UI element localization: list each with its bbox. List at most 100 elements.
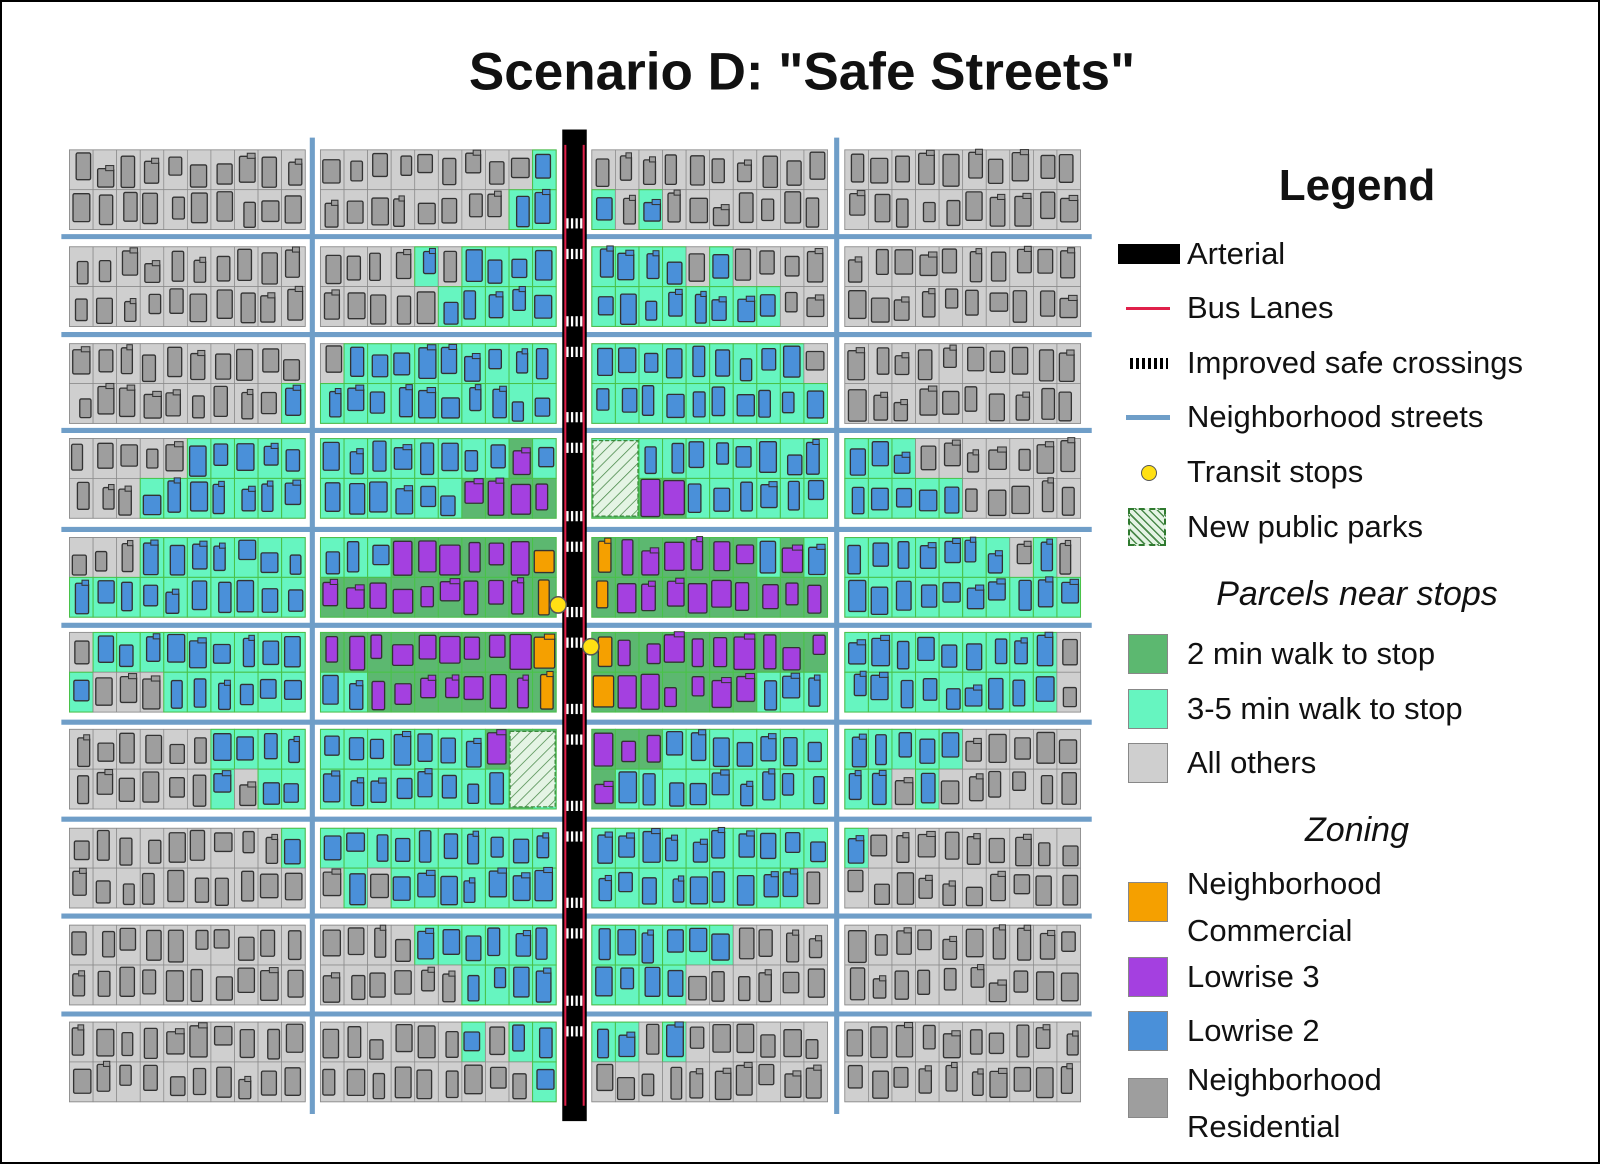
building — [969, 251, 983, 283]
building — [465, 740, 482, 768]
building — [925, 874, 933, 881]
building — [75, 152, 92, 181]
building — [854, 770, 862, 777]
building — [626, 1031, 636, 1038]
building — [942, 581, 961, 603]
building — [510, 157, 530, 179]
building — [535, 927, 548, 960]
building — [354, 584, 365, 591]
safe-crossing — [580, 511, 583, 522]
building — [261, 156, 278, 188]
building — [809, 151, 826, 180]
building — [189, 164, 208, 188]
building — [142, 678, 161, 710]
building — [322, 441, 340, 471]
building — [260, 552, 279, 574]
building — [94, 550, 108, 572]
building — [418, 389, 437, 419]
building — [398, 387, 413, 418]
building — [812, 776, 825, 805]
building — [239, 1028, 255, 1059]
building — [96, 771, 114, 795]
building — [1058, 153, 1074, 183]
building — [424, 768, 433, 775]
building — [641, 877, 657, 905]
building — [497, 867, 507, 874]
building — [952, 537, 961, 544]
building — [119, 732, 135, 764]
building — [988, 733, 1007, 764]
building — [712, 254, 730, 279]
block — [69, 343, 306, 424]
safe-crossing — [580, 218, 583, 229]
building — [1013, 874, 1031, 895]
building — [393, 447, 413, 470]
building — [692, 841, 709, 863]
building — [813, 1064, 822, 1071]
safe-crossing — [580, 248, 583, 260]
building — [348, 482, 366, 515]
legend-label: All others — [1187, 745, 1317, 780]
building — [351, 974, 366, 1001]
building — [194, 877, 210, 903]
block — [319, 149, 557, 231]
building — [511, 258, 528, 279]
building — [403, 249, 412, 256]
building — [283, 635, 301, 668]
building — [976, 964, 985, 971]
building — [96, 1028, 115, 1057]
building — [294, 158, 303, 165]
building — [345, 587, 365, 610]
legend-label: 3-5 min walk to stop — [1187, 691, 1463, 726]
building — [443, 301, 459, 325]
block — [69, 631, 306, 713]
building — [262, 640, 280, 666]
building — [322, 871, 342, 897]
building — [348, 737, 365, 761]
building — [781, 772, 795, 796]
building — [898, 732, 913, 758]
building — [718, 296, 727, 303]
building — [141, 354, 157, 383]
building — [322, 159, 341, 184]
safe-crossing — [566, 637, 569, 648]
building — [420, 969, 436, 992]
block — [591, 924, 829, 1006]
building — [919, 388, 938, 416]
building — [322, 1028, 340, 1059]
building — [989, 1070, 1008, 1098]
safe-crossing — [580, 442, 583, 453]
building — [190, 968, 204, 1002]
building — [261, 588, 279, 613]
building — [518, 285, 526, 293]
building — [1014, 737, 1031, 760]
building — [323, 835, 342, 861]
building — [642, 773, 656, 806]
building — [943, 442, 961, 467]
building — [197, 349, 206, 357]
building — [872, 978, 887, 999]
building — [942, 883, 957, 907]
building — [893, 1066, 909, 1088]
building — [847, 290, 867, 320]
safe-crossing — [570, 606, 574, 618]
building — [141, 872, 155, 905]
building — [535, 483, 549, 511]
building — [1035, 971, 1055, 1001]
safe-crossing — [570, 541, 574, 552]
building — [369, 738, 385, 760]
building — [805, 441, 820, 475]
map-title: Scenario D: "Safe Streets" — [469, 42, 1135, 101]
building — [292, 384, 302, 391]
building — [199, 256, 207, 263]
safe-crossing — [575, 1026, 578, 1037]
building — [288, 161, 303, 186]
building — [872, 542, 890, 567]
building — [534, 397, 551, 417]
building — [212, 733, 232, 761]
building — [943, 967, 957, 991]
block — [319, 537, 557, 618]
building — [666, 580, 685, 607]
block — [591, 438, 829, 519]
building — [512, 1024, 525, 1052]
